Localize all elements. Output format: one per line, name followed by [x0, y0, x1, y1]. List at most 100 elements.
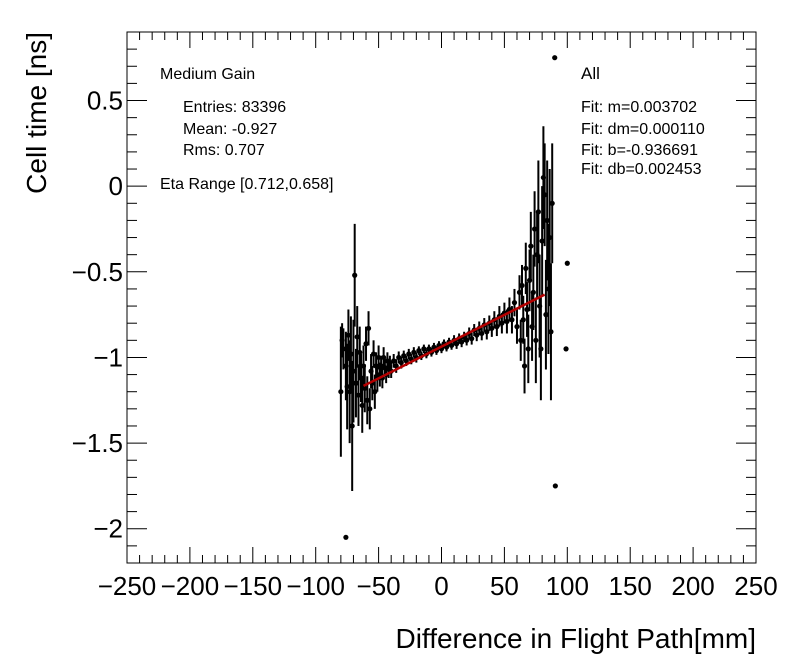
y-tick-label: 0.5 — [87, 86, 123, 116]
x-tick-label: −250 — [98, 571, 157, 601]
fit-m: Fit: m=0.003702 — [581, 99, 697, 116]
data-point — [474, 332, 480, 338]
fit-b: Fit: b=-0.936691 — [581, 142, 698, 159]
data-point — [359, 402, 365, 409]
data-point — [528, 243, 534, 249]
y-axis-label: Cell time [ns] — [21, 32, 52, 194]
data-point — [339, 337, 345, 343]
data-point — [537, 303, 543, 309]
data-point — [552, 55, 558, 61]
data-point — [349, 423, 355, 429]
data-point — [469, 336, 475, 342]
data-point — [540, 174, 546, 181]
data-point — [539, 238, 545, 244]
x-tick-label: −150 — [224, 571, 283, 601]
data-point — [352, 272, 358, 278]
x-tick-label: 0 — [434, 571, 448, 601]
data-point — [362, 385, 368, 391]
data-point — [538, 346, 544, 352]
data-point — [343, 363, 349, 369]
data-point — [416, 348, 422, 354]
data-point — [372, 389, 378, 395]
data-point — [499, 320, 505, 326]
data-point — [509, 317, 515, 323]
data-point — [542, 192, 548, 198]
data-point — [398, 359, 404, 366]
fit-line — [362, 293, 546, 388]
data-point — [370, 351, 377, 357]
data-point — [530, 289, 536, 295]
data-point — [357, 349, 363, 355]
fit-db: Fit: db=0.002453 — [581, 161, 702, 178]
data-point — [411, 349, 417, 355]
data-point — [368, 368, 374, 374]
data-point — [511, 300, 518, 306]
data-point — [544, 217, 550, 224]
data-point — [355, 392, 362, 398]
stats-rms: Rms: 0.707 — [183, 142, 265, 159]
data-point — [393, 363, 399, 369]
data-point — [535, 209, 541, 215]
data-point — [367, 406, 373, 412]
data-point — [521, 363, 528, 369]
y-tick-label: −0.5 — [72, 257, 123, 287]
data-point — [529, 324, 535, 330]
data-point — [520, 317, 526, 323]
data-point — [494, 324, 500, 330]
data-point — [524, 306, 530, 313]
data-point — [533, 337, 539, 343]
data-point — [545, 286, 552, 292]
data-point — [514, 324, 520, 330]
data-point — [525, 346, 531, 352]
data-point — [391, 358, 397, 364]
data-point — [340, 346, 346, 352]
x-tick-label: 200 — [671, 571, 714, 601]
data-point — [406, 351, 412, 357]
data-point — [376, 354, 382, 361]
data-point — [518, 337, 524, 343]
data-point — [381, 354, 387, 361]
stats-entries: Entries: 83396 — [183, 99, 286, 116]
data-point — [543, 312, 549, 318]
x-tick-label: −200 — [161, 571, 220, 601]
fit-box-label: All — [581, 64, 600, 83]
y-tick-label: −2 — [93, 514, 123, 544]
data-point — [534, 252, 540, 258]
data-point — [338, 389, 344, 395]
data-point — [363, 341, 369, 347]
data-point — [403, 358, 409, 364]
x-tick-label: −100 — [286, 571, 345, 601]
data-point — [531, 226, 538, 232]
data-point — [396, 354, 402, 361]
x-tick-label: −50 — [357, 571, 401, 601]
data-point — [345, 332, 352, 338]
data-point — [365, 325, 372, 331]
data-point — [526, 277, 533, 283]
y-tick-label: −1.5 — [72, 428, 123, 458]
data-point — [479, 330, 485, 337]
y-tick-label: −1 — [93, 342, 123, 372]
data-point — [523, 265, 529, 271]
data-point — [348, 351, 354, 357]
data-point — [489, 325, 495, 331]
data-point — [459, 339, 465, 345]
data-point — [360, 363, 367, 369]
data-point — [353, 380, 359, 386]
data-point — [358, 375, 364, 381]
stats-gain: Medium Gain — [160, 66, 255, 83]
data-point — [373, 363, 379, 369]
data-point — [516, 289, 523, 295]
data-point — [547, 234, 553, 241]
x-tick-label: 250 — [734, 571, 777, 601]
data-point — [350, 368, 357, 374]
data-point — [453, 341, 460, 347]
data-point — [552, 483, 558, 489]
data-point — [519, 282, 525, 289]
data-point — [563, 346, 569, 352]
data-point — [347, 389, 353, 395]
x-tick-label: 100 — [546, 571, 589, 601]
data-point — [354, 334, 360, 340]
data-point — [344, 383, 350, 390]
data-point — [464, 337, 470, 343]
